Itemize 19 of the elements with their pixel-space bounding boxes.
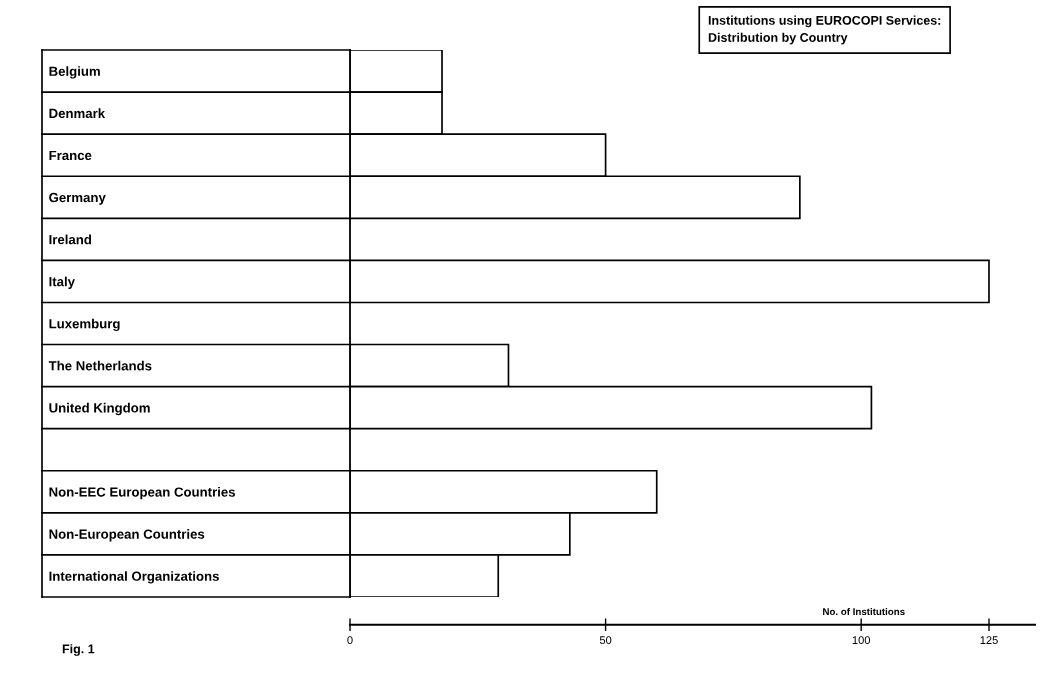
y-tick-label: The Netherlands	[48, 360, 152, 371]
y-tick-label: France	[49, 150, 92, 161]
y-tick-label: Non-EEC European Countries	[49, 487, 235, 500]
chart-title: Institutions using EUROCOPI Services: Distribution by Country	[708, 15, 941, 45]
caption: Fig. 1	[62, 644, 95, 656]
x-tick-label: 50	[599, 636, 612, 645]
y-tick-label: United Kingdom	[49, 402, 150, 416]
x-tick-label: 100	[852, 636, 871, 645]
x-tick-label: 0	[347, 636, 353, 645]
y-tick-label: Belgium	[49, 66, 100, 79]
x-axis-title: No. of Institutions	[823, 607, 905, 616]
x-tick-label: 125	[980, 636, 998, 645]
y-tick-label: Luxemburg	[49, 318, 120, 332]
y-tick-label: International Organizations	[49, 571, 219, 584]
y-tick-label: Non-European Countries	[49, 529, 205, 542]
y-tick-label: Italy	[49, 276, 75, 289]
y-tick-label: Denmark	[49, 108, 106, 119]
y-tick-label: Ireland	[49, 234, 91, 245]
y-tick-label: Germany	[49, 192, 106, 205]
